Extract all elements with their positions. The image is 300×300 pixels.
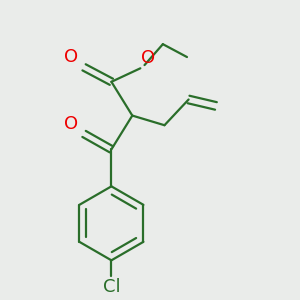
Text: O: O	[64, 115, 78, 133]
Text: O: O	[64, 48, 78, 66]
Text: Cl: Cl	[103, 278, 120, 296]
Text: O: O	[141, 49, 155, 67]
